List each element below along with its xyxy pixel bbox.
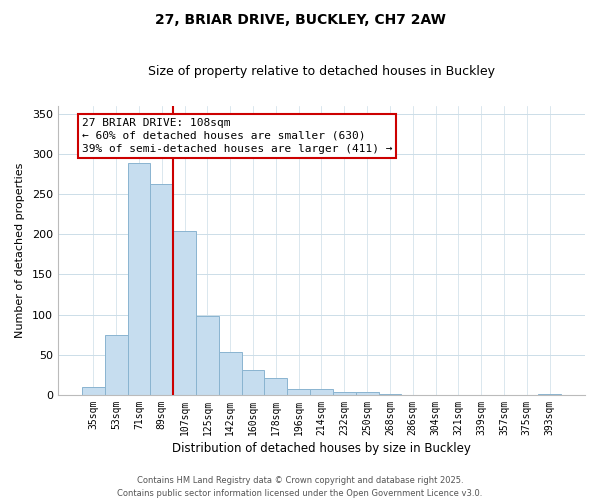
Text: 27 BRIAR DRIVE: 108sqm
← 60% of detached houses are smaller (630)
39% of semi-de: 27 BRIAR DRIVE: 108sqm ← 60% of detached…	[82, 118, 392, 154]
Bar	[196, 316, 219, 395]
Bar	[105, 334, 128, 395]
Bar	[265, 378, 287, 395]
Bar	[310, 388, 333, 395]
Bar	[333, 392, 356, 395]
Bar	[538, 394, 561, 395]
Bar	[173, 231, 196, 395]
Bar	[82, 387, 105, 395]
Bar	[379, 394, 401, 395]
Text: 27, BRIAR DRIVE, BUCKLEY, CH7 2AW: 27, BRIAR DRIVE, BUCKLEY, CH7 2AW	[155, 12, 445, 26]
Text: Contains HM Land Registry data © Crown copyright and database right 2025.
Contai: Contains HM Land Registry data © Crown c…	[118, 476, 482, 498]
Y-axis label: Number of detached properties: Number of detached properties	[15, 162, 25, 338]
Bar	[151, 184, 173, 395]
Bar	[219, 352, 242, 395]
Bar	[287, 390, 310, 395]
Bar	[242, 370, 265, 395]
Bar	[128, 164, 151, 395]
X-axis label: Distribution of detached houses by size in Buckley: Distribution of detached houses by size …	[172, 442, 471, 455]
Title: Size of property relative to detached houses in Buckley: Size of property relative to detached ho…	[148, 65, 495, 78]
Bar	[356, 392, 379, 395]
